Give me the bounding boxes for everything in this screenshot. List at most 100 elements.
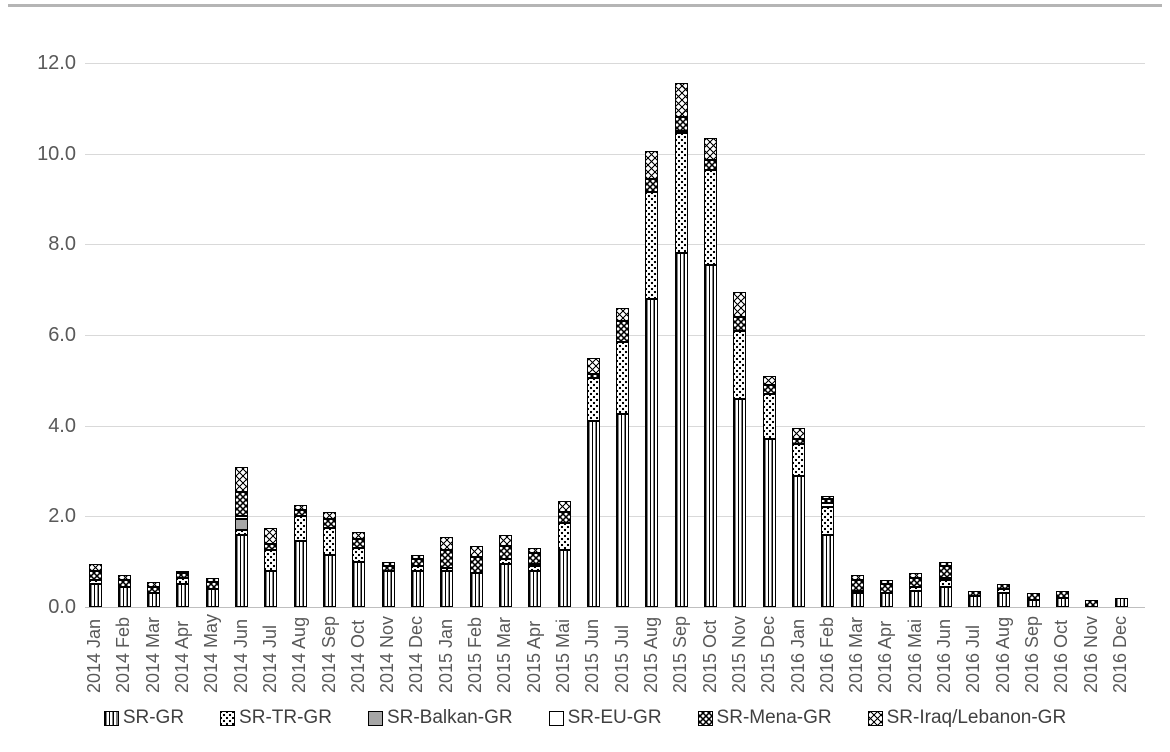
- bar-segment-SR-TR-GR: [528, 566, 541, 571]
- bar-segment-SR-Iraq-Lebanon-GR: [733, 292, 746, 317]
- bar-segment-SR-GR: [470, 573, 483, 607]
- bar-segment-SR-Iraq-Lebanon-GR: [499, 534, 512, 546]
- bar-segment-SR-Iraq-Lebanon-GR: [939, 561, 952, 567]
- bar-segment-SR-Mena-GR: [968, 591, 981, 596]
- bar-segment-SR-Mena-GR: [352, 539, 365, 549]
- bar-segment-SR-Iraq-Lebanon-GR: [411, 554, 424, 560]
- x-axis-label: 2016 Mai: [905, 618, 925, 693]
- legend-item-SR-Mena-GR: SR-Mena-GR: [697, 707, 832, 729]
- bar-segment-SR-Mena-GR: [909, 577, 922, 587]
- bar-segment-SR-GR: [382, 570, 395, 607]
- gridline: [85, 426, 1145, 427]
- gridline: [85, 335, 1145, 336]
- bar-segment-SR-Balkan-GR: [675, 131, 688, 134]
- bar-2014-Nov: [382, 561, 395, 607]
- bar-2015-Mai: [558, 500, 571, 607]
- bar-2014-Sep: [323, 511, 336, 607]
- legend-swatch-black-dots-on-white-icon: [220, 710, 236, 726]
- bar-segment-SR-Mena-GR: [470, 557, 483, 573]
- bar-segment-SR-GR: [294, 541, 307, 607]
- legend-item-SR-Iraq-Lebanon-GR: SR-Iraq/Lebanon-GR: [867, 707, 1067, 729]
- bar-segment-SR-Iraq-Lebanon-GR: [440, 536, 453, 551]
- bar-segment-SR-GR: [558, 550, 571, 607]
- bar-2014-Aug: [294, 505, 307, 607]
- bar-2016-Nov: [1085, 600, 1098, 607]
- bar-segment-SR-Iraq-Lebanon-GR: [206, 577, 219, 583]
- bar-2015-Aug: [645, 151, 658, 607]
- bar-segment-SR-Iraq-Lebanon-GR: [89, 563, 102, 571]
- bar-segment-SR-Mena-GR: [792, 439, 805, 444]
- bar-segment-SR-Mena-GR: [645, 178, 658, 193]
- bar-segment-SR-Mena-GR: [587, 373, 600, 379]
- legend-swatch-diagonal-crosshatch-icon: [867, 710, 883, 726]
- x-axis-label: 2016 Dec: [1110, 615, 1130, 693]
- bar-2016-Oct: [1056, 591, 1069, 607]
- bar-segment-SR-GR: [1056, 597, 1069, 607]
- x-axis-label: 2016 Aug: [993, 616, 1013, 693]
- bar-segment-SR-GR: [821, 534, 834, 607]
- bar-segment-SR-Iraq-Lebanon-GR: [147, 582, 160, 587]
- legend-item-SR-EU-GR: SR-EU-GR: [548, 707, 662, 729]
- bar-segment-SR-Mena-GR: [264, 543, 277, 551]
- bar-segment-SR-GR: [733, 398, 746, 607]
- bar-segment-SR-Mena-GR: [880, 584, 893, 594]
- legend-item-SR-Balkan-GR: SR-Balkan-GR: [367, 707, 513, 729]
- bar-segment-SR-TR-GR: [792, 443, 805, 476]
- bar-segment-SR-Mena-GR: [440, 550, 453, 569]
- bar-segment-SR-EU-GR: [528, 563, 541, 567]
- legend-item-SR-TR-GR: SR-TR-GR: [220, 707, 332, 729]
- legend-label: SR-GR: [122, 707, 185, 728]
- legend-swatch-vertical-stripes-icon: [103, 710, 119, 726]
- bar-2016-Jan: [792, 428, 805, 607]
- gridline: [85, 154, 1145, 155]
- bar-segment-SR-TR-GR: [499, 559, 512, 564]
- y-axis-label: 8.0: [48, 233, 76, 255]
- x-axis-label: 2015 Dec: [758, 615, 778, 693]
- x-axis-label: 2015 Feb: [465, 616, 485, 693]
- legend-label: SR-Balkan-GR: [386, 707, 513, 728]
- bar-segment-SR-GR: [968, 595, 981, 607]
- x-axis-label: 2016 Jan: [788, 618, 808, 693]
- bar-2014-Jul: [264, 527, 277, 607]
- bar-segment-SR-GR: [851, 593, 864, 607]
- bar-segment-SR-Mena-GR: [206, 582, 219, 589]
- bar-2014-Feb: [118, 575, 131, 607]
- x-axis-label: 2016 Feb: [817, 616, 837, 693]
- x-axis-label: 2014 Nov: [377, 615, 397, 693]
- bar-segment-SR-GR: [880, 593, 893, 607]
- bar-segment-SR-Iraq-Lebanon-GR: [264, 527, 277, 544]
- x-axis-label: 2015 Jan: [436, 618, 456, 693]
- bar-segment-SR-TR-GR: [939, 579, 952, 587]
- bar-segment-SR-GR: [147, 593, 160, 607]
- bar-segment-SR-Mena-GR: [323, 518, 336, 528]
- x-axis-label: 2015 Mai: [553, 618, 573, 693]
- legend-swatch-solid-white-icon: [548, 710, 564, 726]
- bar-segment-SR-EU-GR: [235, 516, 248, 519]
- bar-segment-SR-GR: [264, 570, 277, 607]
- x-axis-label: 2014 Sep: [319, 615, 339, 693]
- bar-segment-SR-Iraq-Lebanon-GR: [352, 532, 365, 540]
- bar-segment-SR-Iraq-Lebanon-GR: [909, 573, 922, 578]
- bar-segment-SR-Mena-GR: [176, 573, 189, 578]
- bar-segment-SR-Mena-GR: [558, 511, 571, 524]
- bar-2015-Jun: [587, 357, 600, 607]
- bar-segment-SR-GR: [909, 591, 922, 607]
- bar-segment-SR-Mena-GR: [1085, 600, 1098, 607]
- bar-2016-Apr: [880, 579, 893, 607]
- bar-segment-SR-Iraq-Lebanon-GR: [792, 428, 805, 440]
- chart-legend: SR-GR SR-TR-GR SR-Balkan-GR SR-EU-GR SR-Mena…: [0, 707, 1170, 729]
- bar-segment-SR-GR: [118, 586, 131, 607]
- x-axis-label: 2016 Jul: [963, 624, 983, 693]
- bar-segment-SR-GR: [939, 586, 952, 607]
- bar-2014-Dec: [411, 554, 424, 607]
- x-axis-label: 2016 Sep: [1022, 615, 1042, 693]
- bar-segment-SR-GR: [411, 570, 424, 607]
- x-axis-label: 2014 Feb: [113, 616, 133, 693]
- bar-segment-SR-EU-GR: [939, 577, 952, 580]
- bar-segment-SR-GR: [499, 563, 512, 607]
- x-axis-label: 2015 Jun: [582, 618, 602, 693]
- bar-segment-SR-Mena-GR: [382, 566, 395, 571]
- x-axis-label: 2015 Nov: [729, 615, 749, 693]
- legend-label: SR-Iraq/Lebanon-GR: [886, 707, 1067, 728]
- bar-segment-SR-Iraq-Lebanon-GR: [851, 575, 864, 580]
